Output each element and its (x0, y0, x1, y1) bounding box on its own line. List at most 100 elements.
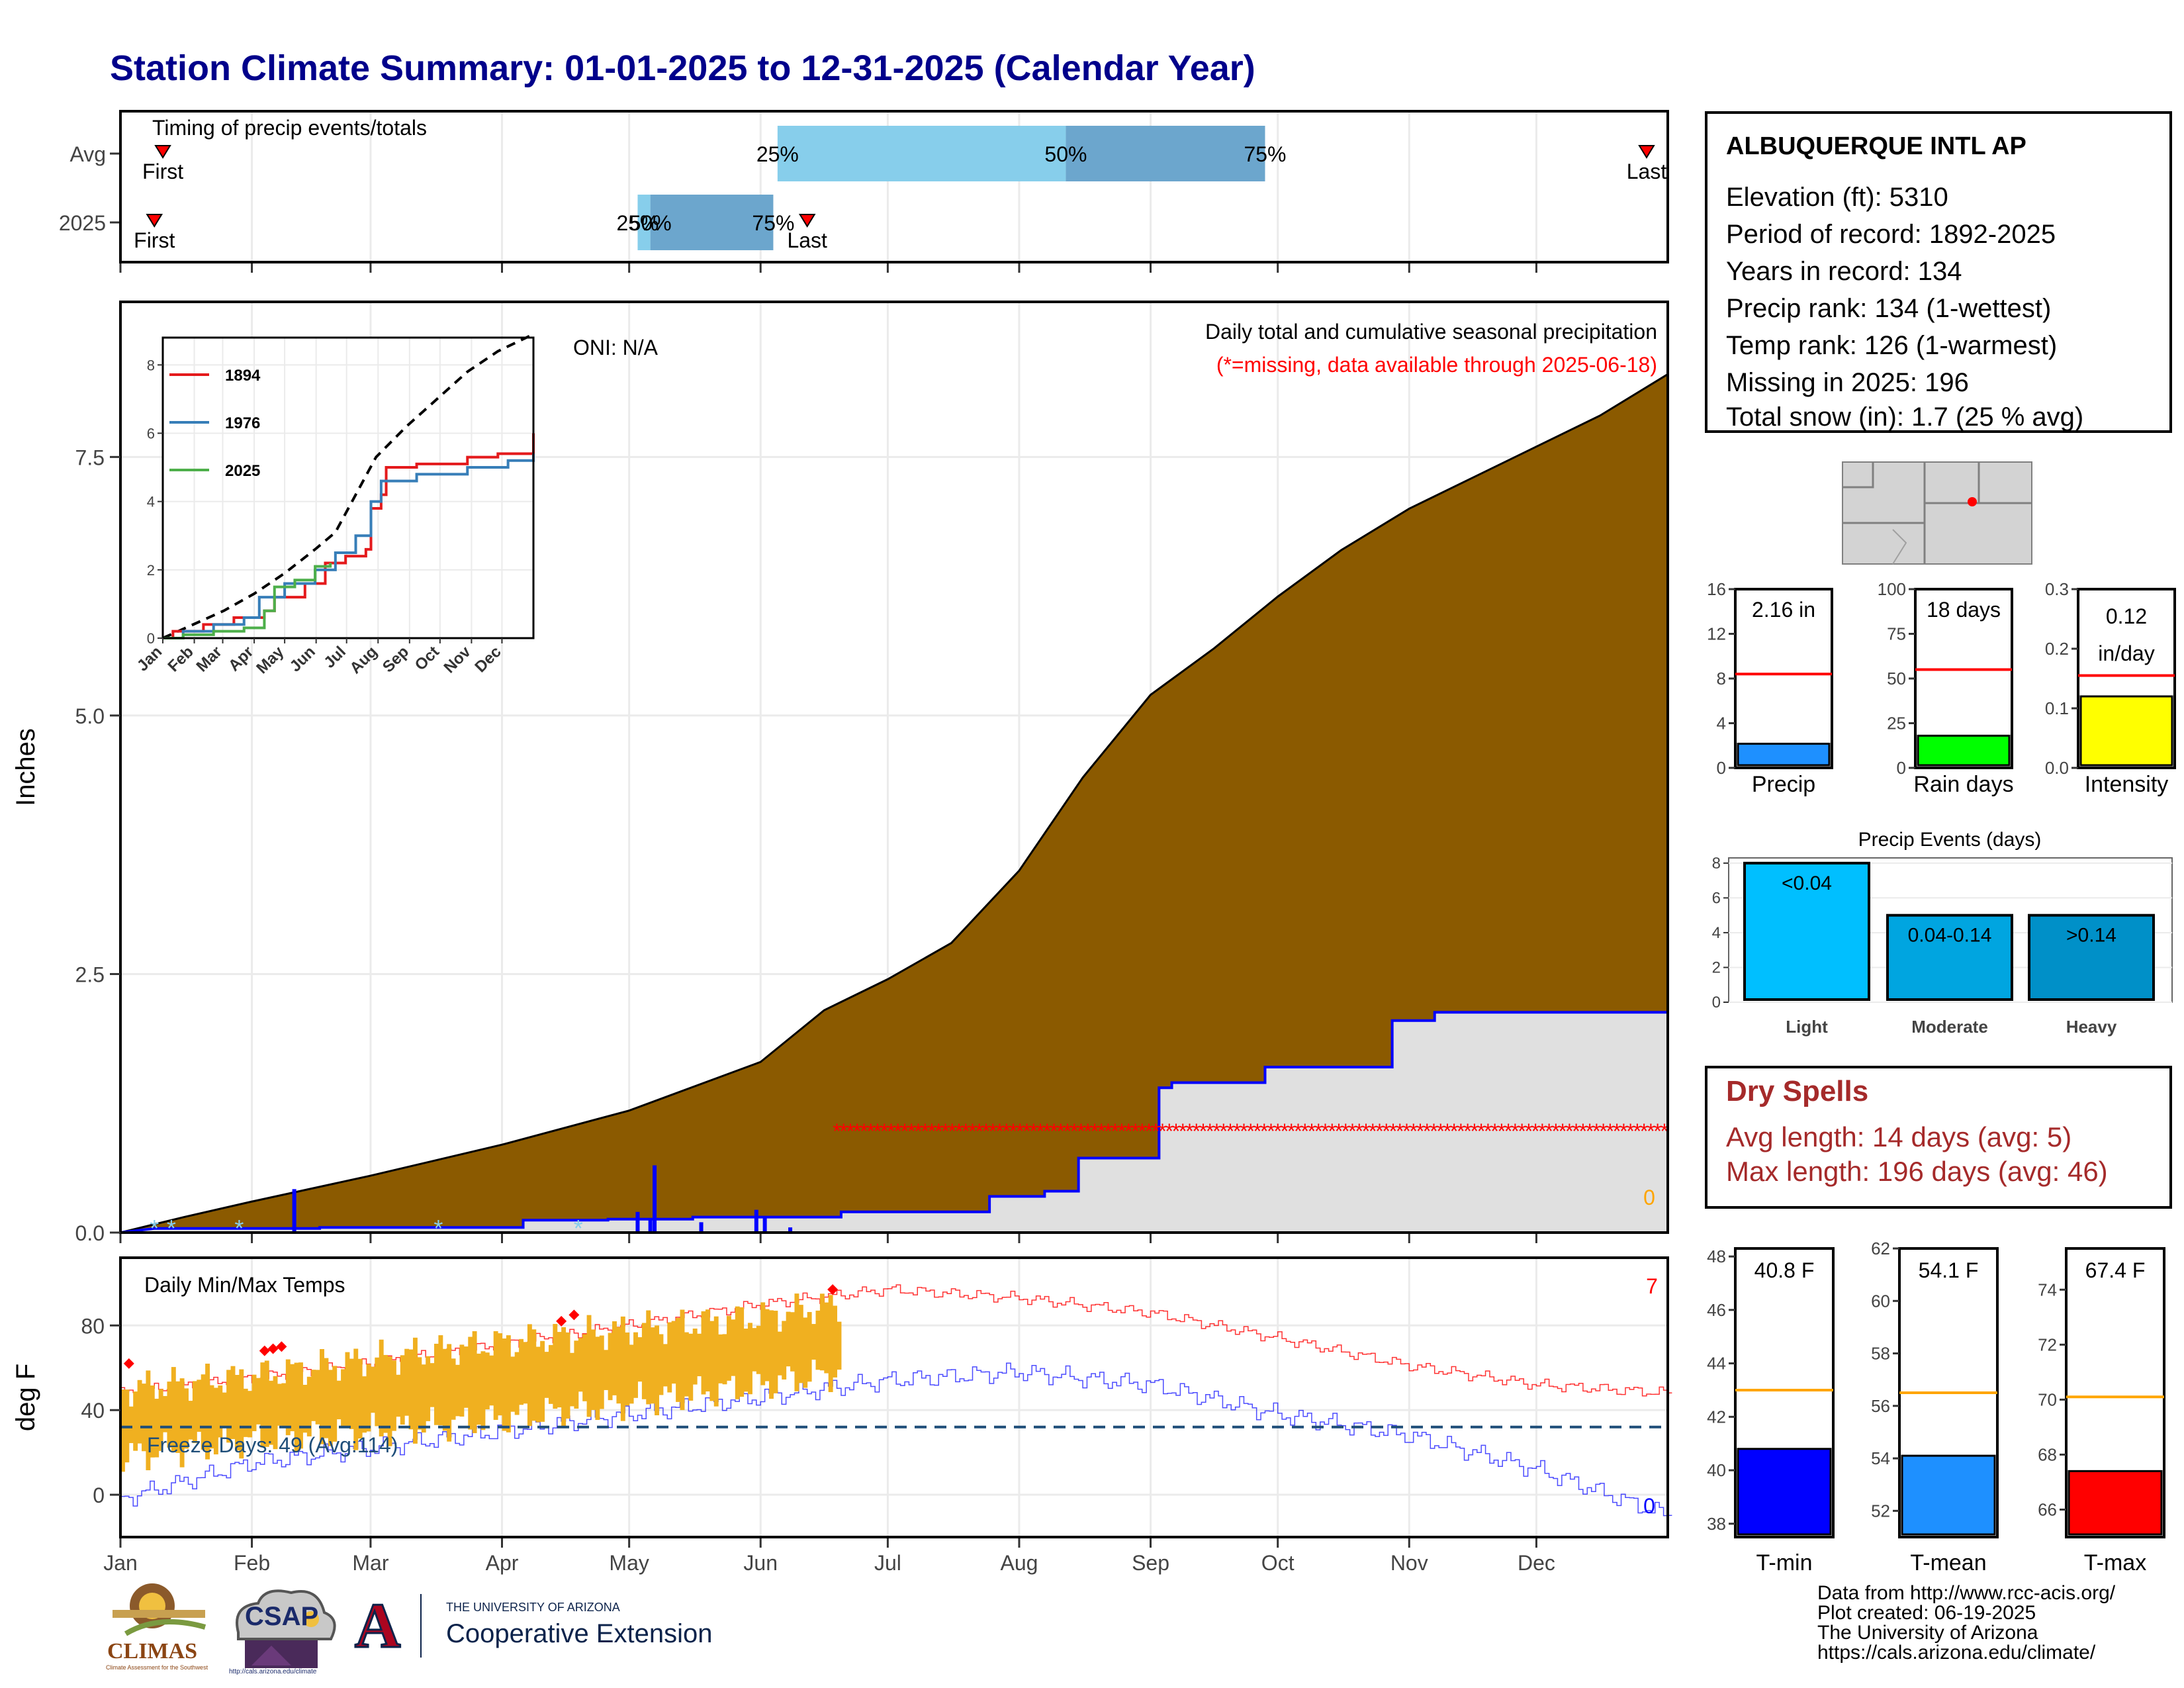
temp-daily-bar (447, 1344, 452, 1442)
temp-daily-bar (201, 1374, 206, 1450)
missing-marker: * (1212, 1119, 1220, 1143)
missing-marker: * (1559, 1119, 1567, 1143)
temp-daily-bar (561, 1327, 567, 1428)
temp-daily-bar (412, 1337, 418, 1444)
missing-marker: * (1592, 1119, 1600, 1143)
missing-marker: * (1206, 1119, 1214, 1143)
raindays-value-bar (1917, 734, 2011, 767)
month-axis-label: Nov (1390, 1551, 1428, 1575)
missing-marker: * (1498, 1119, 1506, 1143)
timing-2025-p75-label: 75% (752, 211, 794, 235)
snow-marker: * (234, 1215, 244, 1242)
temp-daily-bar (786, 1311, 791, 1367)
temp-daily-bar (404, 1348, 410, 1416)
missing-marker: * (887, 1119, 895, 1143)
events-y-tick-label: 6 (1712, 889, 1721, 907)
temp-daily-bar (357, 1358, 363, 1439)
timing-title: Timing of precip events/totals (152, 116, 427, 140)
temp-daily-bar (756, 1325, 761, 1374)
missing-marker: * (1348, 1119, 1356, 1143)
temp-daily-bar (713, 1316, 719, 1407)
temp-daily-bar (612, 1321, 617, 1395)
missing-marker: * (1443, 1119, 1451, 1143)
temp-daily-bar (387, 1356, 392, 1446)
temp-daily-bar (578, 1338, 583, 1392)
tmax-y-tick-label: 66 (2038, 1499, 2057, 1519)
missing-marker: * (1131, 1119, 1139, 1143)
dry-spells-box (1705, 1066, 2172, 1209)
intensity-y-tick-label: 0.2 (2045, 639, 2069, 659)
temp-daily-bar (353, 1348, 359, 1450)
temp-daily-bar (514, 1352, 520, 1415)
missing-marker: * (1518, 1119, 1525, 1143)
temp-daily-bar (599, 1335, 604, 1409)
temp-daily-bar (459, 1344, 465, 1417)
timing-2025-last-label: Last (787, 228, 827, 252)
raindays-y-tick-label: 25 (1887, 714, 1906, 733)
temp-daily-bar (671, 1321, 676, 1384)
missing-marker: * (1240, 1119, 1248, 1143)
inset-y-tick-label: 2 (147, 562, 155, 579)
station-location-dot (1968, 497, 1977, 506)
temp-daily-bar (705, 1309, 710, 1391)
missing-marker: * (1490, 1119, 1498, 1143)
temp-daily-bar (828, 1295, 833, 1392)
tmin-y-tick-label: 48 (1707, 1246, 1726, 1266)
station-elevation: Elevation (ft): 5310 (1726, 183, 1948, 212)
temp-daily-bar (604, 1350, 609, 1390)
missing-marker: * (989, 1119, 997, 1143)
temp-count-high: 7 (1646, 1274, 1658, 1298)
missing-marker: * (853, 1119, 861, 1143)
temp-daily-bar (188, 1401, 193, 1440)
missing-marker: * (1308, 1119, 1316, 1143)
missing-marker: * (1653, 1119, 1661, 1143)
month-axis-label: Jun (743, 1551, 778, 1575)
temp-daily-bar (269, 1380, 274, 1445)
missing-marker: * (846, 1119, 854, 1143)
temp-daily-bar (370, 1366, 375, 1413)
timing-avg-p25-label: 25% (756, 142, 799, 166)
missing-marker: * (1382, 1119, 1390, 1143)
temp-daily-bar (315, 1370, 320, 1425)
timing-row-label-2025: 2025 (59, 211, 106, 235)
missing-marker: * (1219, 1119, 1227, 1143)
missing-marker: * (914, 1119, 922, 1143)
temp-daily-bar (362, 1376, 367, 1433)
missing-marker: * (976, 1119, 983, 1143)
inset-panel-bg (163, 338, 533, 638)
missing-marker: * (934, 1119, 942, 1143)
temp-record-high-marker (267, 1343, 279, 1354)
main-y-axis-label: Inches (11, 728, 40, 806)
missing-marker: * (1030, 1119, 1038, 1143)
temp-daily-bar (692, 1329, 698, 1385)
temp-daily-bar (349, 1358, 354, 1429)
missing-marker: * (1436, 1119, 1444, 1143)
timing-avg-band-25-50 (777, 126, 1066, 181)
missing-marker: * (1050, 1119, 1058, 1143)
missing-marker: * (1009, 1119, 1017, 1143)
missing-marker: * (1091, 1119, 1099, 1143)
inset-series-2025 (163, 563, 332, 639)
temp-daily-bar (523, 1342, 528, 1404)
timing-2025-last-marker (798, 214, 816, 228)
temp-daily-bar (184, 1388, 189, 1449)
temp-daily-bar (154, 1399, 159, 1458)
temp-daily-bar (285, 1359, 291, 1436)
inset-avg-line (162, 333, 534, 639)
intensity-value-unit: in/day (2098, 641, 2154, 665)
precip-y-tick-label: 12 (1707, 624, 1726, 644)
missing-marker: * (982, 1119, 990, 1143)
missing-marker: * (1613, 1119, 1621, 1143)
oni-label: ONI: N/A (573, 336, 659, 359)
missing-marker: * (1260, 1119, 1268, 1143)
temp-daily-bar (128, 1406, 134, 1444)
temp-daily-bar (650, 1327, 655, 1404)
temp-daily-bar (688, 1333, 694, 1401)
month-axis-label: May (609, 1551, 649, 1575)
missing-marker: * (880, 1119, 888, 1143)
temp-daily-bar (341, 1369, 345, 1428)
temp-daily-bar (676, 1317, 681, 1402)
missing-marker: * (1606, 1119, 1614, 1143)
temp-daily-bar (472, 1331, 477, 1433)
missing-marker: * (1402, 1119, 1410, 1143)
